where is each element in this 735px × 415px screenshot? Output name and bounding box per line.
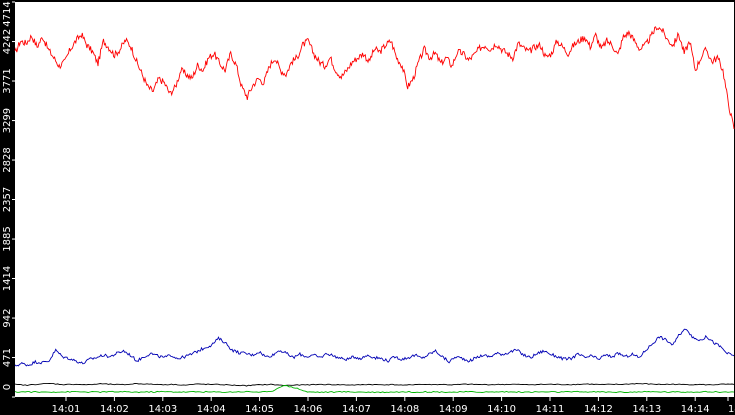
x-tick-label: 14:04: [197, 404, 226, 415]
series-line: [14, 385, 735, 394]
x-axis: 14:01 14:02 14:03 14:04 14:05 14:06 14:07 14:08…: [52, 397, 735, 415]
y-tick-label: 4714: [2, 1, 13, 26]
plot-area: [15, 2, 734, 397]
y-tick-label: 4242: [2, 29, 13, 54]
x-tick-label: 14:05: [245, 404, 274, 415]
x-tick-label: 14:11: [536, 404, 565, 415]
y-tick-label: 2357: [2, 187, 13, 212]
series-layer: [14, 26, 735, 394]
y-axis: 0 471 942 1414 1885 2357 2828 3299 3771 4242 4714: [2, 1, 15, 398]
y-tick-label: 0: [2, 384, 13, 390]
y-tick-label: 3771: [2, 68, 13, 93]
x-tick-label: 14:12: [584, 404, 613, 415]
x-tick-label: 14:03: [148, 404, 177, 415]
series-line: [14, 383, 735, 387]
y-tick-label: 471: [2, 348, 13, 367]
y-tick-label: 3299: [2, 108, 13, 133]
y-tick-label: 1414: [2, 266, 13, 291]
x-tick-label: 14:13: [632, 404, 661, 415]
x-tick-label: 14:09: [439, 404, 468, 415]
x-tick-label: 14:14: [681, 404, 710, 415]
x-tick-label: 14:10: [487, 404, 516, 415]
x-tick-label: 14:07: [342, 404, 371, 415]
y-tick-label: 2828: [2, 147, 13, 172]
x-tick-label: 14:08: [390, 404, 419, 415]
series-line: [14, 26, 735, 129]
x-tick-label: 14: [728, 404, 735, 415]
y-tick-label: 1885: [2, 226, 13, 251]
y-tick-label: 942: [2, 309, 13, 328]
x-tick-label: 14:02: [100, 404, 129, 415]
x-tick-label: 14:01: [52, 404, 81, 415]
x-tick-label: 14:06: [294, 404, 323, 415]
series-line: [14, 328, 735, 367]
